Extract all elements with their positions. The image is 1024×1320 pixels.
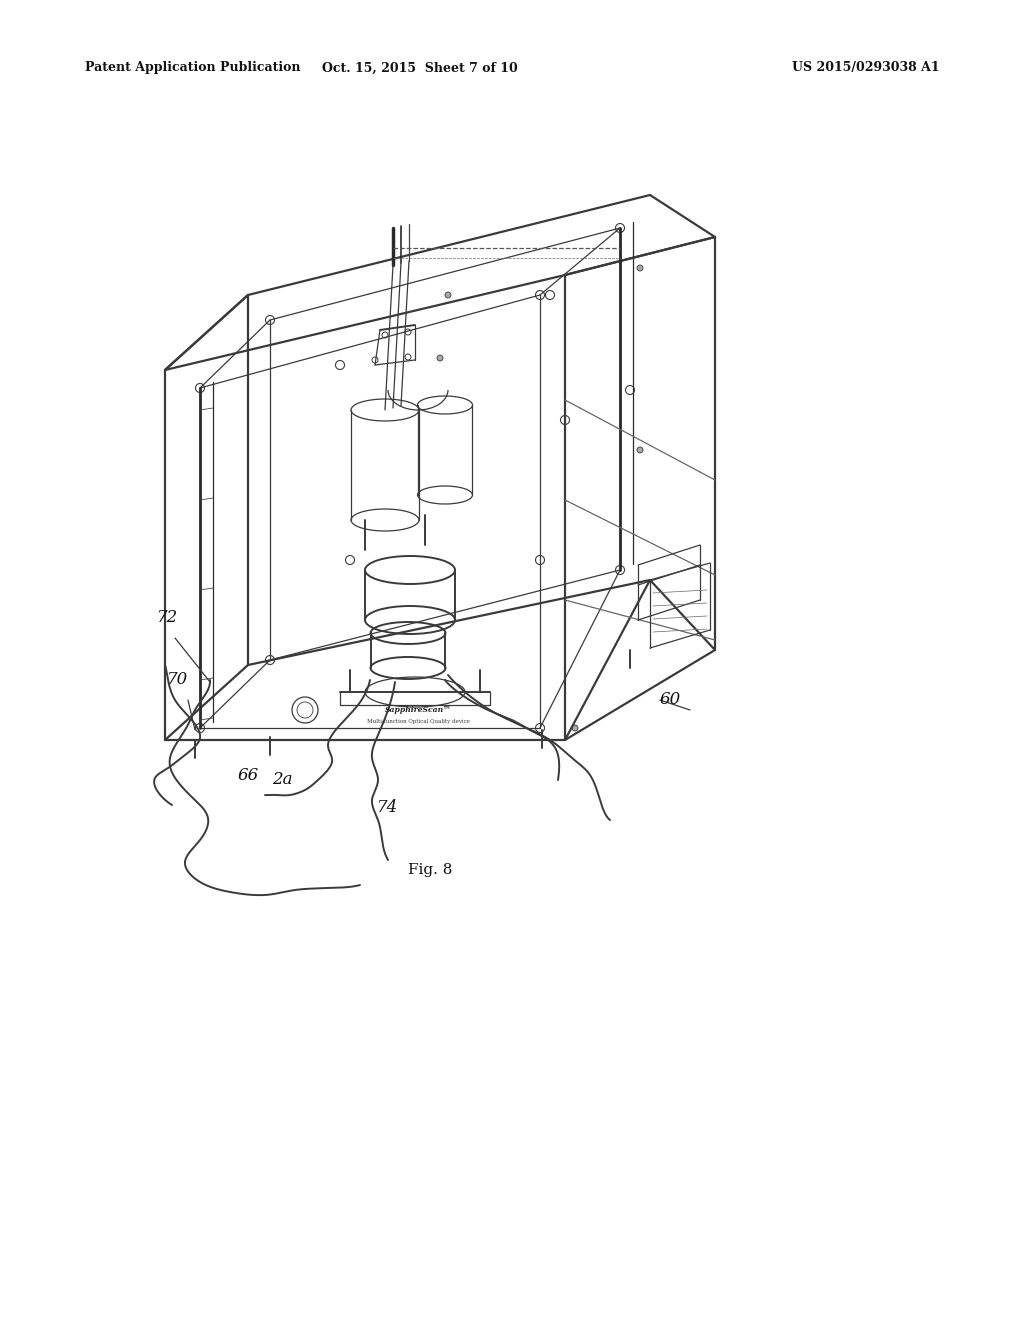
Text: 2a: 2a bbox=[271, 771, 292, 788]
Circle shape bbox=[572, 725, 578, 731]
Text: Patent Application Publication: Patent Application Publication bbox=[85, 62, 300, 74]
Text: US 2015/0293038 A1: US 2015/0293038 A1 bbox=[793, 62, 940, 74]
Circle shape bbox=[437, 355, 443, 360]
Circle shape bbox=[445, 292, 451, 298]
Text: 74: 74 bbox=[378, 800, 398, 817]
Text: 72: 72 bbox=[158, 610, 178, 627]
Text: Multi-function Optical Quality device: Multi-function Optical Quality device bbox=[367, 719, 469, 725]
Text: 60: 60 bbox=[659, 692, 681, 709]
Text: SapphireScan™: SapphireScan™ bbox=[385, 706, 452, 714]
Text: 66: 66 bbox=[238, 767, 259, 784]
Circle shape bbox=[637, 265, 643, 271]
Circle shape bbox=[637, 447, 643, 453]
Text: Fig. 8: Fig. 8 bbox=[408, 863, 453, 876]
Text: 70: 70 bbox=[167, 672, 188, 689]
Text: Oct. 15, 2015  Sheet 7 of 10: Oct. 15, 2015 Sheet 7 of 10 bbox=[323, 62, 518, 74]
